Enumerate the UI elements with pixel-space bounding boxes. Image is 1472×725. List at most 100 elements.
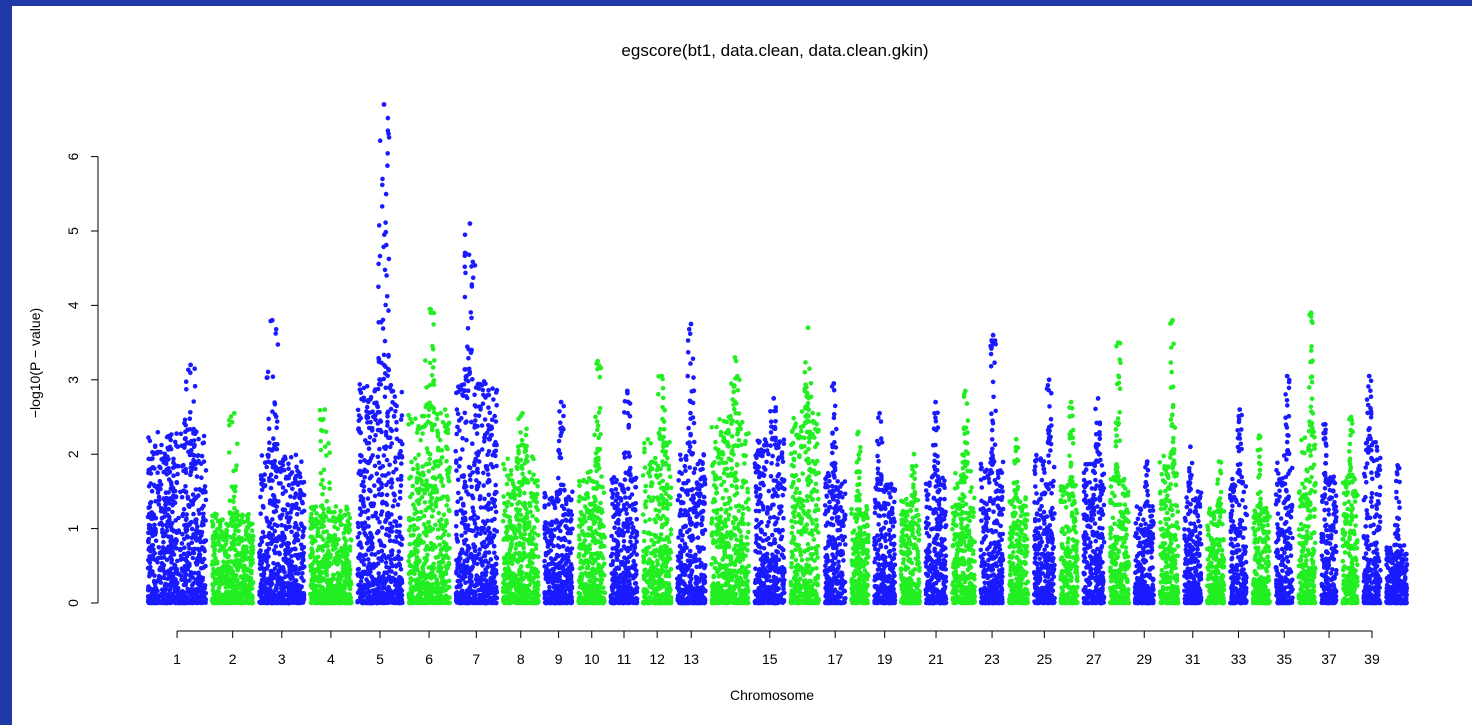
- data-point: [164, 472, 170, 477]
- chromosome-6-points: [406, 306, 453, 606]
- data-point: [465, 388, 471, 394]
- data-point: [383, 191, 389, 197]
- data-point: [211, 552, 216, 558]
- data-point: [458, 496, 464, 501]
- data-point: [461, 382, 467, 387]
- data-point: [345, 567, 351, 573]
- data-point: [431, 488, 436, 493]
- data-point: [362, 458, 367, 463]
- data-point: [293, 504, 299, 510]
- data-point: [472, 584, 478, 589]
- data-point: [233, 484, 238, 489]
- data-point: [454, 509, 459, 515]
- data-point: [147, 554, 152, 559]
- data-point: [155, 429, 161, 435]
- data-point: [189, 526, 195, 532]
- data-point: [198, 566, 204, 571]
- data-point: [272, 522, 278, 527]
- data-point: [415, 462, 420, 468]
- data-point: [297, 487, 303, 493]
- data-point: [438, 411, 444, 416]
- chromosome-7-points: [453, 221, 500, 606]
- data-point: [322, 543, 328, 548]
- data-point: [383, 220, 388, 225]
- data-point: [320, 548, 326, 553]
- data-point: [391, 413, 397, 419]
- chromosome-4-points: [308, 407, 354, 606]
- data-point: [275, 580, 281, 585]
- data-point: [171, 456, 176, 462]
- data-point: [181, 506, 187, 512]
- data-point: [356, 413, 362, 418]
- data-point: [389, 389, 395, 394]
- data-point: [309, 520, 315, 526]
- data-point: [272, 528, 278, 534]
- data-point: [372, 483, 377, 488]
- data-point: [266, 534, 271, 539]
- data-point: [343, 526, 348, 532]
- data-point: [187, 561, 192, 567]
- data-point: [364, 577, 369, 582]
- data-point: [365, 508, 371, 513]
- data-point: [437, 542, 443, 548]
- data-point: [184, 554, 190, 559]
- data-point: [442, 407, 448, 412]
- data-point: [440, 574, 445, 580]
- data-point: [383, 229, 389, 235]
- data-point: [179, 541, 185, 546]
- data-point: [287, 567, 293, 572]
- data-point: [228, 566, 234, 571]
- data-point: [356, 427, 361, 432]
- data-point: [274, 504, 280, 509]
- data-point: [289, 529, 294, 535]
- plot-frame: egscore(bt1, data.clean, data.clean.gkin…: [12, 6, 1472, 725]
- data-point: [379, 204, 385, 209]
- data-point: [201, 546, 207, 552]
- data-point: [399, 473, 404, 479]
- data-point: [146, 536, 152, 542]
- data-point: [462, 232, 468, 238]
- data-point: [484, 466, 489, 471]
- data-point: [301, 479, 307, 485]
- data-point: [359, 521, 365, 526]
- data-point: [479, 423, 485, 428]
- data-point: [492, 504, 498, 509]
- data-point: [411, 502, 416, 508]
- data-point: [386, 352, 391, 358]
- data-point: [270, 591, 276, 596]
- data-point: [420, 566, 426, 571]
- data-point: [196, 436, 201, 442]
- data-point: [459, 575, 465, 580]
- data-point: [442, 581, 447, 587]
- data-point: [210, 524, 215, 529]
- data-point: [232, 532, 237, 537]
- data-point: [462, 522, 468, 528]
- data-point: [274, 586, 279, 592]
- data-point: [372, 552, 378, 557]
- data-point: [470, 275, 476, 281]
- data-point: [377, 539, 383, 544]
- data-point: [324, 568, 329, 574]
- data-point: [482, 434, 488, 440]
- data-point: [470, 377, 475, 382]
- data-point: [486, 436, 492, 442]
- data-point: [390, 503, 396, 509]
- data-point: [480, 600, 485, 605]
- data-point: [196, 579, 201, 584]
- data-point: [387, 568, 392, 574]
- data-point: [262, 460, 268, 466]
- data-point: [369, 428, 375, 433]
- data-point: [194, 429, 199, 435]
- data-point: [228, 576, 233, 581]
- data-point: [287, 524, 292, 530]
- data-point: [271, 436, 276, 441]
- data-point: [210, 513, 215, 519]
- data-point: [321, 586, 327, 592]
- data-point: [385, 590, 391, 596]
- data-point: [169, 546, 175, 552]
- data-point: [464, 484, 469, 489]
- data-point: [475, 470, 481, 475]
- data-point: [388, 557, 393, 562]
- data-point: [462, 264, 468, 270]
- data-point: [152, 581, 158, 587]
